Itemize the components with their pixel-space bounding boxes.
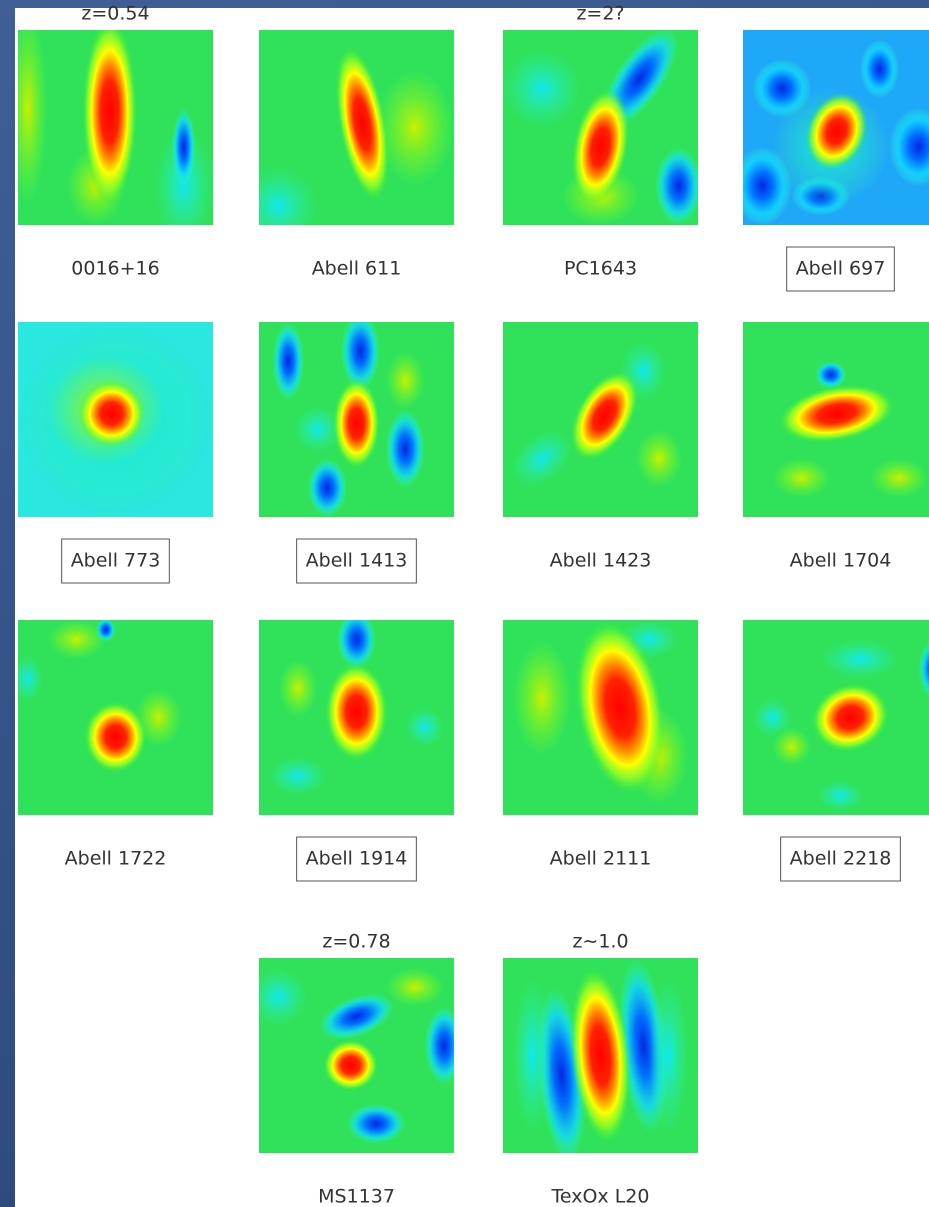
redshift-label: z∼1.0 [572, 931, 628, 953]
map-feature [386, 410, 425, 488]
cluster-label: 0016+16 [71, 258, 159, 280]
map-feature [513, 978, 552, 1134]
map-feature [347, 1104, 406, 1143]
map-feature [333, 379, 380, 469]
map-feature [96, 618, 116, 641]
map [503, 17, 702, 225]
redshift-label: z=2? [576, 3, 624, 25]
map-feature [341, 312, 380, 390]
map-feature [860, 40, 899, 99]
cluster-label: MS1137 [318, 1186, 395, 1207]
cluster-label: Abell 1914 [306, 848, 408, 870]
map [503, 956, 698, 1164]
map-feature [636, 429, 683, 488]
map-feature [817, 780, 864, 811]
redshift-label: z=0.54 [81, 3, 149, 25]
cluster-label: Abell 1413 [306, 550, 408, 572]
map-feature [503, 50, 581, 128]
map-feature [386, 351, 425, 410]
map-feature [279, 659, 318, 718]
map [18, 322, 213, 517]
map-feature [655, 147, 702, 225]
cluster-label: Abell 1704 [790, 550, 892, 572]
redshift-label: z=0.78 [322, 931, 390, 953]
map [12, 618, 213, 815]
cluster-label: TexOx L20 [551, 1186, 650, 1207]
slide: z=0.54 0016+16 Abell 611 z=2? PC1643 Abell 69… [0, 0, 929, 1207]
cluster-label: Abell 611 [312, 258, 402, 280]
map-feature [172, 108, 195, 186]
map [500, 322, 698, 517]
map-feature [772, 459, 831, 498]
map [743, 620, 929, 815]
map-feature [815, 361, 846, 388]
map [743, 322, 929, 517]
cluster-label: Abell 697 [796, 258, 886, 280]
map-feature [269, 757, 328, 796]
map-feature [821, 640, 899, 679]
cluster-label: Abell 1722 [65, 848, 167, 870]
cluster-label: Abell 2218 [790, 848, 892, 870]
map [733, 30, 929, 225]
map-feature [323, 1040, 378, 1091]
map [503, 614, 698, 815]
map [259, 610, 454, 815]
cluster-label: Abell 1423 [550, 550, 652, 572]
map-feature [386, 968, 445, 1007]
map [249, 958, 464, 1153]
map-feature [308, 459, 347, 518]
map-feature [8, 11, 47, 206]
map [240, 30, 455, 245]
map-feature [870, 459, 929, 498]
map [259, 312, 454, 517]
map-feature [78, 381, 144, 447]
page: z=0.54 0016+16 Abell 611 z=2? PC1643 Abell 69… [0, 0, 929, 1207]
map-feature [772, 727, 811, 766]
cluster-label: Abell 773 [71, 550, 161, 572]
map-feature [273, 322, 304, 400]
map-feature [649, 978, 688, 1134]
map-feature [405, 708, 444, 747]
map [8, 11, 213, 245]
map-feature [84, 702, 146, 772]
cluster-label: PC1643 [564, 258, 637, 280]
map-feature [325, 663, 387, 761]
cluster-label: Abell 2111 [550, 848, 652, 870]
map-feature [82, 18, 137, 205]
map-feature [513, 640, 572, 757]
